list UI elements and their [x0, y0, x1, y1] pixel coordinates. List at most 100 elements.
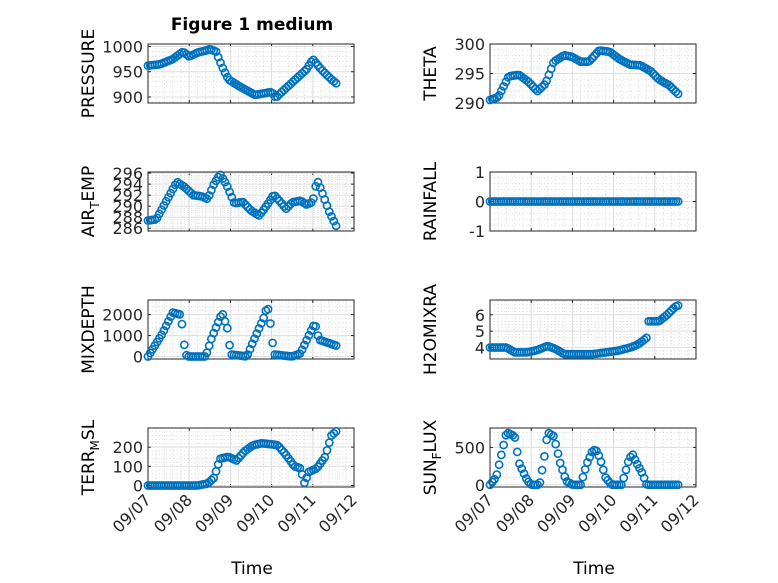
data-point — [299, 340, 309, 350]
y-tick-label: 0 — [133, 476, 143, 495]
data-point — [313, 177, 323, 187]
data-point — [222, 323, 232, 333]
data-point — [329, 216, 339, 226]
data-point — [331, 221, 341, 231]
data-point — [304, 330, 314, 340]
data-point — [166, 188, 176, 198]
data-point — [585, 452, 595, 462]
data-point — [245, 344, 255, 354]
data-point — [254, 324, 264, 333]
data-point — [329, 76, 339, 86]
subplot-rainfall: 1 0 -1 RAINFALL — [421, 161, 697, 241]
data-point — [587, 447, 597, 457]
data-point — [274, 89, 284, 99]
data-point — [642, 333, 651, 343]
data-point — [578, 472, 588, 482]
data-point — [318, 66, 327, 75]
x-tick-label: 09/07 — [451, 490, 497, 536]
data-point — [256, 318, 266, 328]
data-point — [270, 191, 280, 201]
data-point — [311, 464, 321, 474]
y-tick-label: 200 — [112, 438, 143, 457]
data-point — [673, 480, 683, 490]
y-tick-label: 6 — [475, 306, 485, 325]
data-point — [494, 91, 504, 100]
data-point — [598, 465, 608, 475]
data-point — [247, 339, 257, 349]
data-point — [549, 431, 558, 441]
data-point — [272, 92, 282, 101]
data-point — [490, 474, 499, 484]
data-point — [512, 447, 522, 457]
data-point — [331, 426, 341, 436]
data-point — [628, 450, 638, 460]
x-tick-label: 09/10 — [574, 490, 620, 536]
data-point — [639, 335, 649, 345]
data-point — [583, 457, 592, 467]
data-point — [175, 309, 185, 319]
x-tick-label: 09/12 — [315, 490, 361, 536]
data-point — [213, 172, 223, 182]
data-point — [526, 79, 536, 89]
data-point — [263, 304, 273, 314]
axes-frame — [147, 299, 355, 360]
data-point — [306, 57, 316, 67]
data-point — [496, 86, 506, 96]
x-axis-label-right: Time — [572, 559, 615, 579]
data-point — [533, 480, 542, 490]
axes-frame — [147, 171, 355, 232]
y-tick-label: 0 — [475, 476, 485, 495]
data-point — [211, 47, 221, 56]
y-axis-label: PRESSURE — [79, 29, 99, 118]
data-point — [220, 177, 230, 187]
x-tick-label: 09/11 — [274, 490, 320, 536]
data-point — [327, 211, 336, 221]
data-point — [671, 87, 681, 97]
x-tick-label: 09/09 — [533, 490, 579, 536]
y-tick-label: 2000 — [102, 306, 143, 325]
data-point — [646, 66, 656, 76]
y-tick-label: 1 — [475, 163, 485, 182]
data-point — [222, 182, 232, 191]
data-point — [211, 323, 221, 332]
data-point — [265, 319, 275, 328]
data-point — [324, 207, 334, 217]
y-tick-label: 0 — [133, 347, 143, 366]
y-tick-label: 290 — [454, 94, 485, 113]
y-tick-label: 1000 — [102, 327, 143, 346]
x-tick-label: 09/10 — [232, 490, 278, 536]
data-point — [494, 460, 504, 470]
y-tick-label: 5 — [475, 322, 485, 341]
data-point — [619, 473, 629, 483]
y-tick-label: 100 — [112, 457, 143, 476]
data-point — [496, 450, 506, 460]
data-point — [322, 70, 332, 80]
y-axis-label: MIXDEPTH — [79, 285, 99, 374]
axes-frame — [489, 427, 697, 488]
y-tick-label: 1000 — [102, 38, 143, 57]
data-point — [238, 197, 248, 207]
data-point — [281, 204, 291, 214]
x-tick-label: 09/09 — [191, 490, 237, 536]
data-point — [537, 465, 547, 475]
data-point — [231, 456, 241, 465]
y-tick-label: 296 — [112, 164, 143, 183]
data-point — [664, 308, 674, 318]
data-point — [250, 334, 259, 343]
subplot-pressure: 1000 950 900 PRESSURE — [79, 29, 355, 118]
subplot-h2omixra: 654 H2OMIXRA — [421, 284, 697, 375]
data-point — [220, 68, 230, 77]
axes-frame — [147, 43, 355, 104]
data-point — [501, 77, 511, 87]
axes-frame — [489, 299, 697, 360]
axes-frame — [147, 427, 355, 488]
data-point — [320, 68, 330, 78]
data-point — [272, 440, 282, 450]
data-point — [216, 312, 225, 321]
data-point — [227, 192, 237, 202]
y-tick-label: 295 — [454, 65, 485, 84]
data-point — [313, 331, 323, 340]
data-point — [551, 439, 561, 449]
